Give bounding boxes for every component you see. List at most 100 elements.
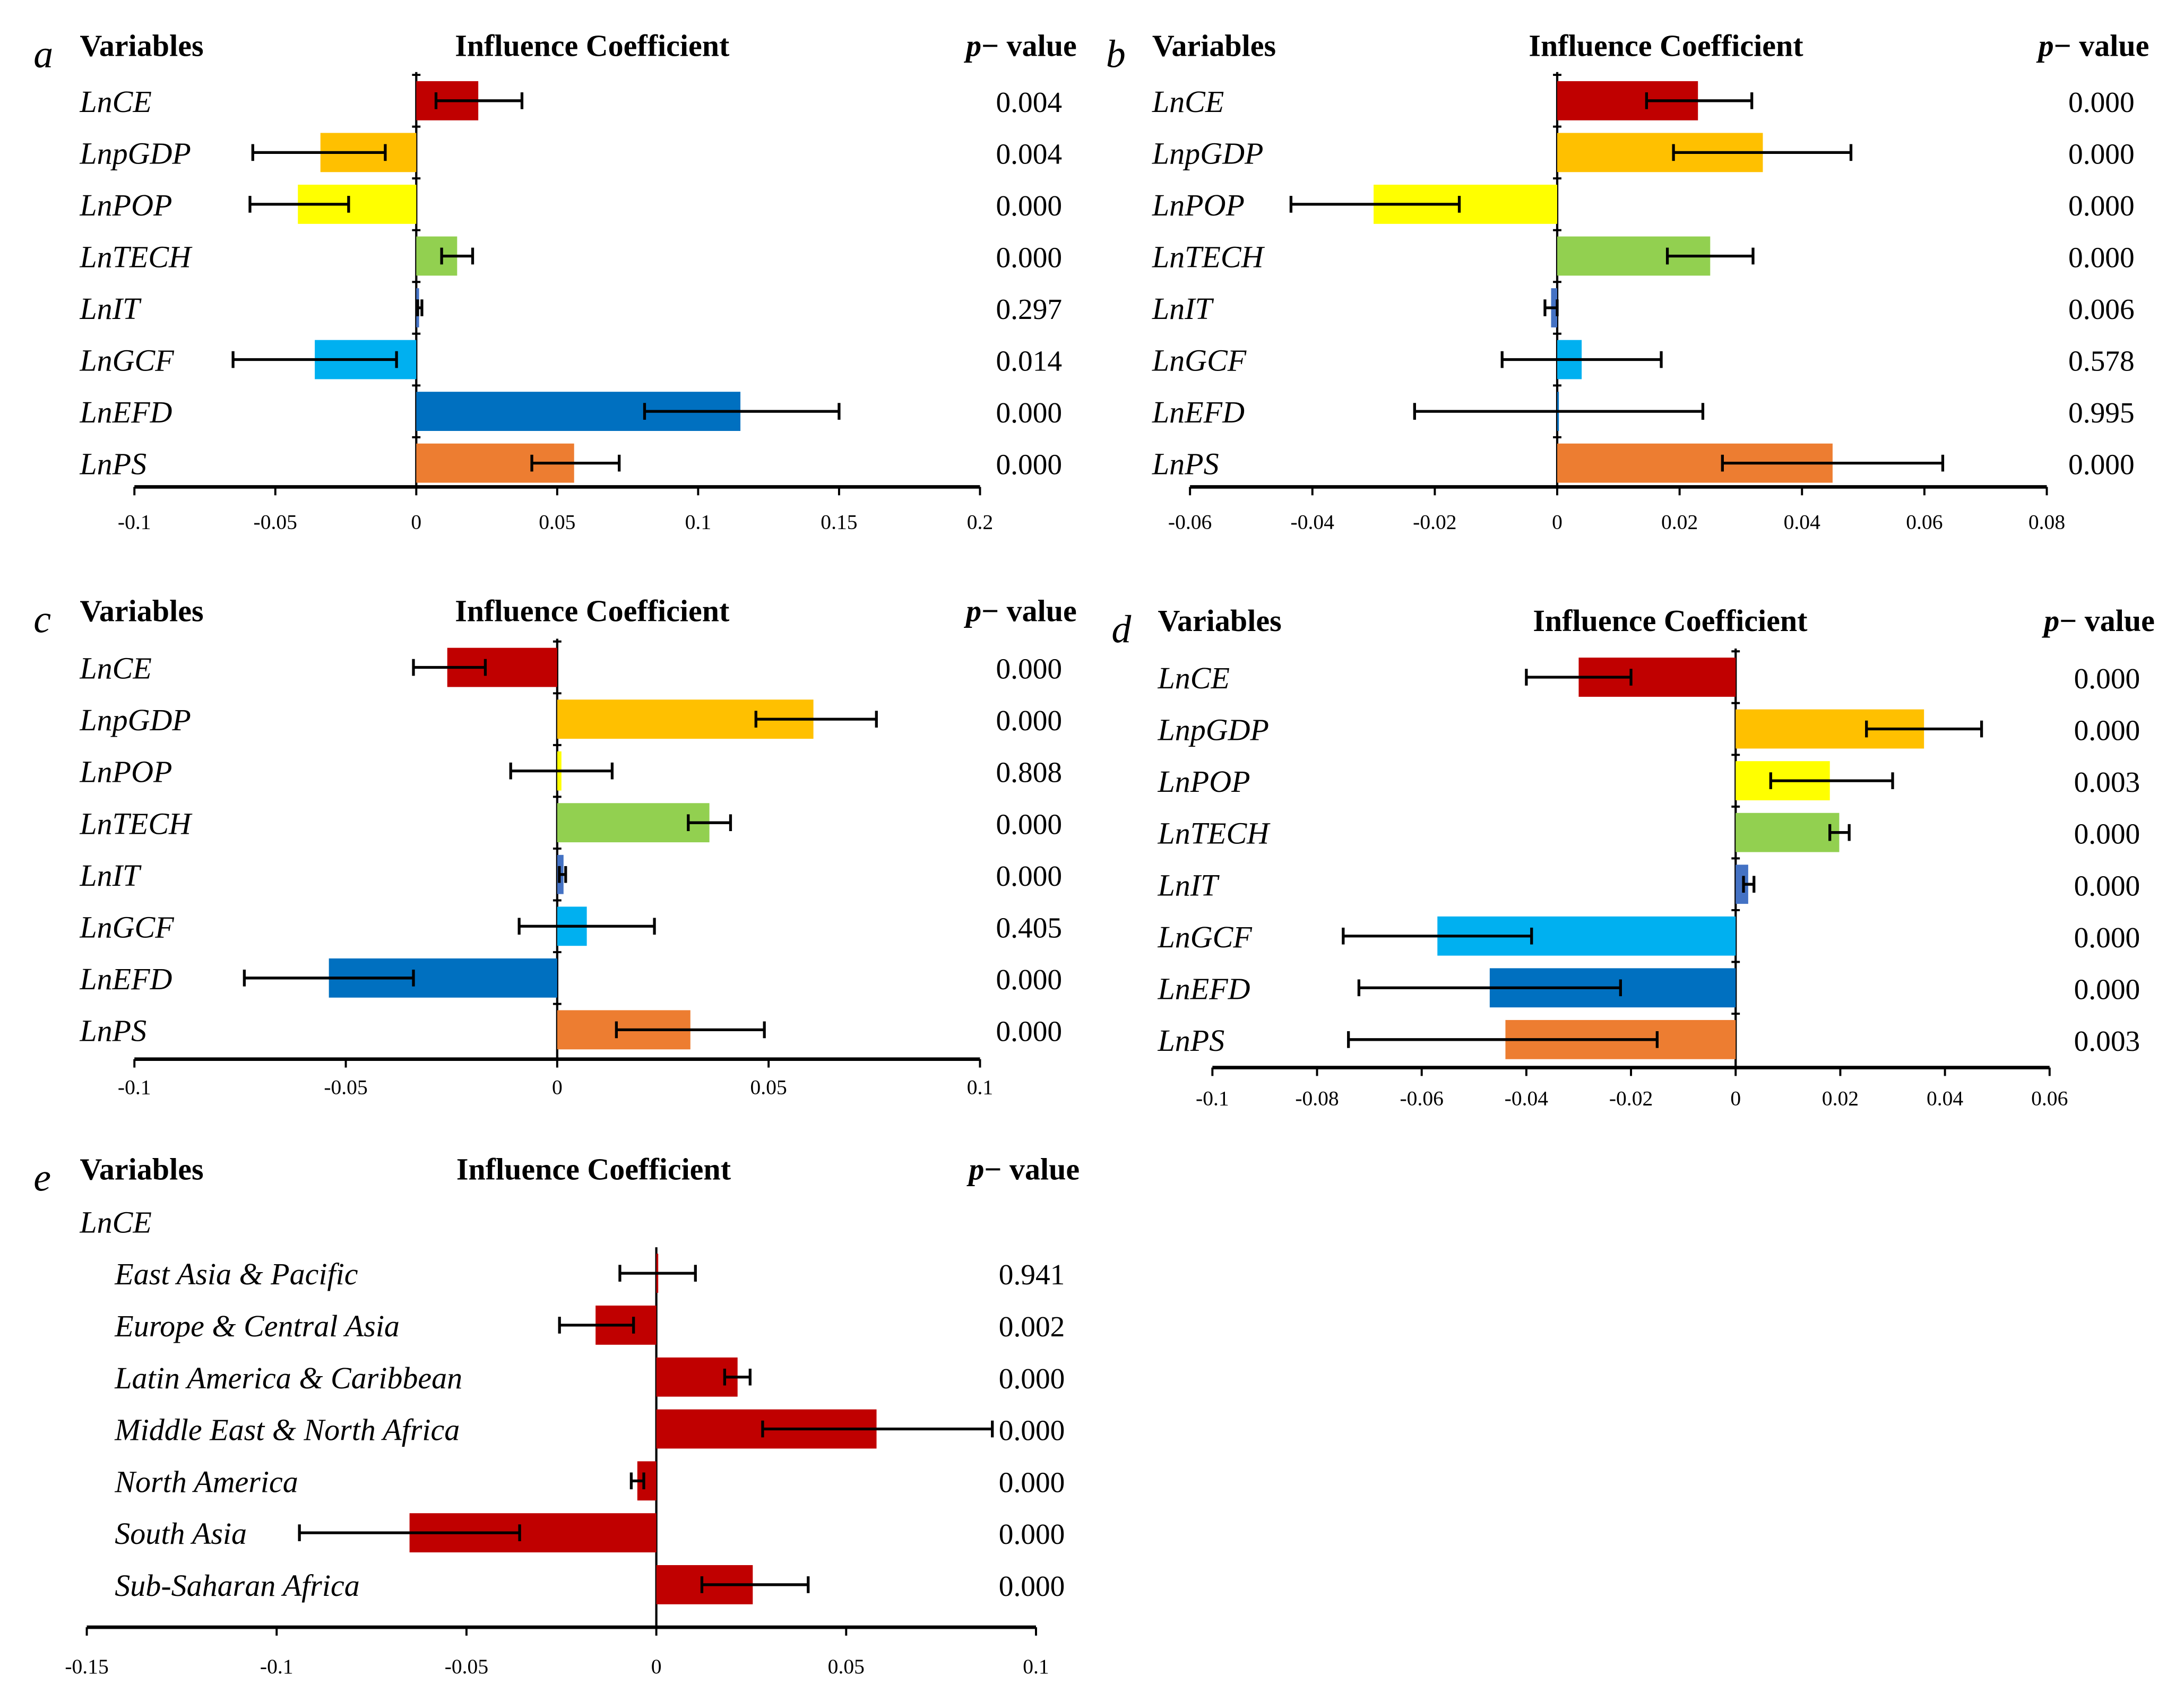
coefficient-header: Influence Coefficient xyxy=(1529,28,1803,63)
x-tick-label: 0.1 xyxy=(1023,1655,1049,1678)
p-value: 0.000 xyxy=(2074,818,2140,850)
x-tick-label: 0.05 xyxy=(828,1655,865,1678)
x-tick-label: -0.06 xyxy=(1400,1087,1444,1110)
value-label: − value xyxy=(2059,603,2155,638)
p-value: 0.000 xyxy=(2068,448,2135,481)
x-tick-label: -0.05 xyxy=(254,511,297,534)
p-value: 0.003 xyxy=(2074,1025,2140,1057)
variable-label: LnPOP xyxy=(79,755,172,789)
p-value: 0.000 xyxy=(996,704,1062,737)
variable-label: LnGCF xyxy=(79,343,174,378)
variable-label: LnCE xyxy=(1152,84,1224,119)
variable-label: LnEFD xyxy=(79,395,172,429)
p-value: 0.000 xyxy=(996,860,1062,892)
variable-label: LnIT xyxy=(1157,868,1220,902)
variable-label: LnCE xyxy=(79,651,151,686)
variable-label: LnPOP xyxy=(79,188,172,222)
p-value: 0.000 xyxy=(2074,921,2140,954)
variable-label: LnTECH xyxy=(1152,240,1265,274)
bar xyxy=(1736,813,1840,852)
coefficient-header: Influence Coefficient xyxy=(1533,603,1808,638)
p-value: 0.000 xyxy=(2068,137,2135,170)
p-letter: p xyxy=(963,594,981,628)
p-value: 0.578 xyxy=(2068,345,2135,377)
p-value: 0.000 xyxy=(2068,86,2135,118)
variable-label: LnTECH xyxy=(79,240,193,274)
variable-label: LnPS xyxy=(1157,1023,1224,1058)
x-tick-label: 0.15 xyxy=(821,511,857,534)
p-value: 0.000 xyxy=(2074,714,2140,747)
p-value: 0.003 xyxy=(2074,766,2140,798)
x-tick-label: 0.04 xyxy=(1927,1087,1963,1110)
value-label: − value xyxy=(2054,28,2150,63)
variable-label: LnGCF xyxy=(1157,920,1252,954)
variable-label: LnEFD xyxy=(1157,971,1250,1006)
p-value: 0.000 xyxy=(2074,973,2140,1005)
x-tick-label: 0.06 xyxy=(1906,511,1943,534)
bar xyxy=(1736,865,1748,904)
x-tick-label: -0.1 xyxy=(260,1655,293,1678)
x-tick-label: 0 xyxy=(1730,1087,1741,1110)
x-tick-label: 0 xyxy=(651,1655,662,1678)
p-value: 0.004 xyxy=(996,137,1062,170)
bar xyxy=(557,803,710,843)
variables-header: Variables xyxy=(80,1152,203,1186)
x-tick-label: -0.1 xyxy=(118,511,151,534)
p-value: 0.000 xyxy=(2068,189,2135,222)
variable-label: Sub-Saharan Africa xyxy=(115,1568,359,1603)
variable-label: LnTECH xyxy=(1157,816,1271,851)
p-value: 0.000 xyxy=(996,963,1062,996)
p-value-header: p− value xyxy=(966,1152,1080,1186)
p-value: 0.000 xyxy=(996,189,1062,222)
variables-header: Variables xyxy=(1152,28,1276,63)
x-tick-label: -0.05 xyxy=(324,1076,367,1099)
p-value: 0.297 xyxy=(996,293,1062,325)
variable-label: North America xyxy=(114,1464,298,1499)
p-value-header: p− value xyxy=(963,28,1077,63)
x-tick-label: -0.06 xyxy=(1168,511,1212,534)
p-value: 0.000 xyxy=(996,241,1062,274)
value-label: − value xyxy=(981,28,1077,63)
variable-label: LnPOP xyxy=(1152,188,1245,222)
p-value: 0.000 xyxy=(2074,869,2140,902)
x-tick-label: -0.04 xyxy=(1291,511,1335,534)
x-tick-label: 0 xyxy=(411,511,421,534)
p-value: 0.995 xyxy=(2068,396,2135,429)
variable-label: LnIT xyxy=(79,291,142,326)
p-value: 0.000 xyxy=(999,1518,1065,1550)
variable-label: LnIT xyxy=(79,858,142,893)
p-value: 0.004 xyxy=(996,86,1062,118)
x-tick-label: 0.08 xyxy=(2028,511,2065,534)
p-value: 0.000 xyxy=(996,448,1062,481)
value-label: − value xyxy=(981,594,1077,628)
p-value: 0.000 xyxy=(996,653,1062,685)
variable-label: LnCE xyxy=(79,84,151,119)
coefficient-header: Influence Coefficient xyxy=(455,594,730,628)
p-letter: p xyxy=(963,28,981,63)
variable-label: LnPS xyxy=(79,447,146,481)
x-tick-label: 0.1 xyxy=(685,511,711,534)
variable-label: LnPOP xyxy=(1157,764,1250,799)
x-tick-label: -0.1 xyxy=(1196,1087,1229,1110)
p-value: 0.000 xyxy=(996,396,1062,429)
coefficient-header: Influence Coefficient xyxy=(455,28,730,63)
panel-letter: e xyxy=(33,1156,51,1199)
p-value-header: p− value xyxy=(963,594,1077,628)
variable-label: LnpGDP xyxy=(1152,136,1264,170)
p-value: 0.000 xyxy=(996,808,1062,840)
x-tick-label: -0.02 xyxy=(1609,1087,1653,1110)
p-value: 0.002 xyxy=(999,1310,1065,1343)
group-label: LnCE xyxy=(79,1205,151,1240)
p-letter: p xyxy=(2041,603,2059,638)
variable-label: Middle East & North Africa xyxy=(114,1413,460,1447)
value-label: − value xyxy=(984,1152,1080,1186)
variables-header: Variables xyxy=(1158,603,1281,638)
x-tick-label: 0 xyxy=(1552,511,1563,534)
coefficient-header: Influence Coefficient xyxy=(456,1152,731,1186)
panel-letter: d xyxy=(1111,607,1132,651)
p-letter: p xyxy=(966,1152,984,1186)
x-tick-label: -0.05 xyxy=(445,1655,488,1678)
p-value: 0.006 xyxy=(2068,293,2135,325)
x-tick-label: -0.08 xyxy=(1295,1087,1339,1110)
variable-label: LnTECH xyxy=(79,806,193,841)
